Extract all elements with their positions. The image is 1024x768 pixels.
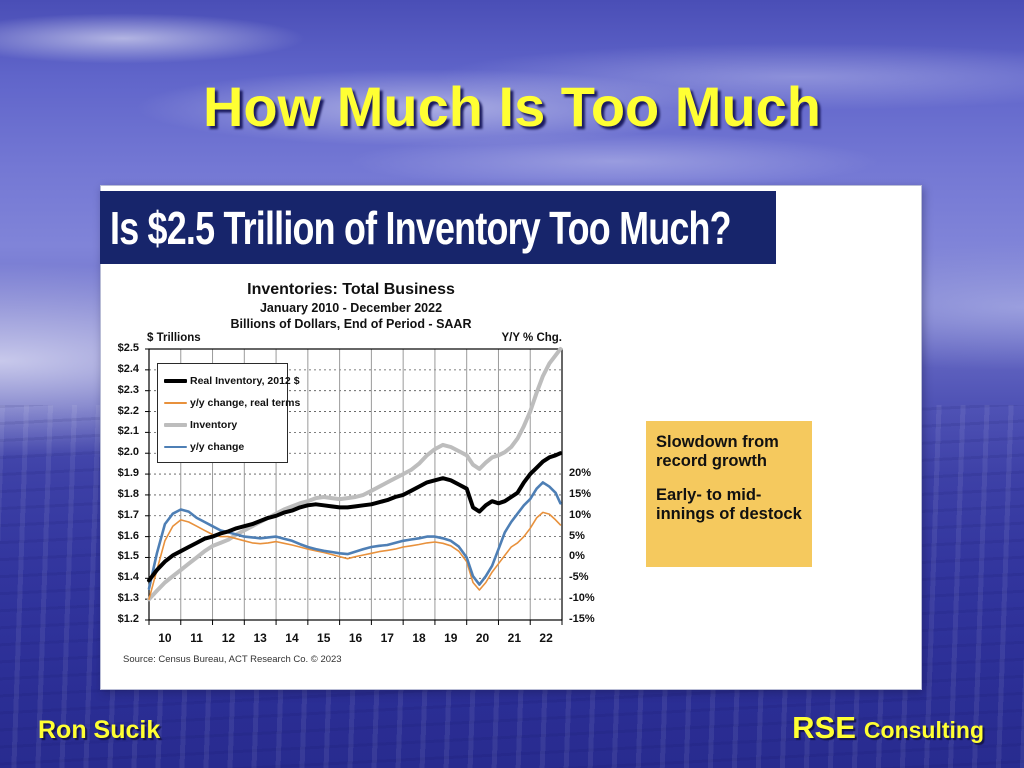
legend-swatch-inventory xyxy=(164,423,187,427)
right-axis-tick-label: 15% xyxy=(569,487,592,500)
left-axis-tick-label: $1.6 xyxy=(117,529,139,542)
x-axis-tick-label: 11 xyxy=(190,631,203,645)
content-panel: Is $2.5 Trillion of Inventory Too Much? … xyxy=(100,185,922,690)
callout-line-1: Slowdown from record growth xyxy=(656,433,779,471)
legend-swatch-real-inventory xyxy=(164,379,187,383)
left-axis-tick-label: $2.4 xyxy=(117,362,139,375)
chart-titles: Inventories: Total Business January 2010… xyxy=(131,281,571,331)
x-axis-tick-label: 20 xyxy=(475,631,490,645)
right-axis-tick-label: -5% xyxy=(569,571,589,584)
right-axis-ticks: 20% 15% 10% 5% 0% -5% -10% -15% xyxy=(567,349,609,625)
chart-subtitle-dates: January 2010 - December 2022 xyxy=(259,301,443,315)
right-axis-tick-label: -15% xyxy=(569,613,595,625)
x-axis-tick-label: 17 xyxy=(380,631,394,645)
legend-label: y/y change xyxy=(190,441,245,453)
series-yy-change-real xyxy=(148,511,562,600)
left-axis-tick-label: $1.2 xyxy=(117,613,139,625)
right-axis-tick-label: 10% xyxy=(569,508,592,521)
callout-box: Slowdown from record growth Early- to mi… xyxy=(646,421,812,567)
legend-swatch-yy-change xyxy=(164,445,187,449)
left-axis-tick-label: $2.0 xyxy=(117,446,139,459)
company-brand: RSE xyxy=(792,710,856,745)
x-axis-tick-label: 14 xyxy=(285,631,299,645)
chart-subtitle-units: Billions of Dollars, End of Period - SAA… xyxy=(230,317,472,331)
legend-item-real-inventory: Real Inventory, 2012 $ xyxy=(164,370,300,392)
company-logo: RSE Consulting xyxy=(792,710,984,746)
x-axis-tick-label: 22 xyxy=(539,631,553,645)
chart-panel-header-text: Is $2.5 Trillion of Inventory Too Much? xyxy=(110,201,732,254)
legend-item-inventory: Inventory xyxy=(164,414,283,436)
x-axis-tick-label: 15 xyxy=(317,631,331,645)
right-axis-tick-label: -10% xyxy=(569,592,595,605)
plot-border xyxy=(148,348,563,621)
legend-item-yy-change: y/y change xyxy=(164,436,283,458)
callout-line-2: Early- to mid-innings of destock xyxy=(656,485,802,524)
legend-label: Inventory xyxy=(190,419,238,431)
x-axis-tick-label: 12 xyxy=(221,631,236,645)
left-axis-tick-label: $2.1 xyxy=(117,425,139,438)
legend-label: y/y change, real terms xyxy=(190,397,301,409)
left-axis-tick-label: $1.7 xyxy=(117,508,139,521)
legend-label: Real Inventory, 2012 $ xyxy=(190,375,300,387)
left-axis-tick-label: $1.5 xyxy=(117,550,139,563)
x-axis-ticks: 10 11 12 13 14 15 16 17 18 19 20 21 22 xyxy=(149,631,562,647)
company-brand-suffix: Consulting xyxy=(863,717,984,743)
x-axis-tick-label: 16 xyxy=(348,631,363,645)
plot-svg xyxy=(145,347,563,625)
left-axis-tick-label: $2.3 xyxy=(117,383,139,396)
left-axis-tick-label: $2.2 xyxy=(117,404,139,417)
left-axis-tick-label: $1.8 xyxy=(117,487,139,500)
x-axis-tick-label: 19 xyxy=(444,631,458,645)
left-axis-tick-label: $1.3 xyxy=(117,592,139,605)
right-axis-tick-label: 20% xyxy=(569,467,592,480)
x-axis-tick-label: 13 xyxy=(253,631,267,645)
right-axis-title: Y/Y % Chg. xyxy=(501,332,563,344)
x-axis-tick-label: 10 xyxy=(158,631,172,645)
legend-swatch-yy-change-real xyxy=(164,402,187,404)
author-name: Ron Sucik xyxy=(38,716,161,744)
plot-area xyxy=(145,347,563,629)
x-axis-tick-label: 18 xyxy=(412,631,426,645)
x-axis-tick-label: 21 xyxy=(507,631,522,645)
right-axis-tick-label: 0% xyxy=(569,550,585,563)
slide-title: How Much Is Too Much xyxy=(202,75,822,138)
series-yy-change xyxy=(147,481,562,590)
series-real-inventory xyxy=(147,451,563,583)
chart-panel-header: Is $2.5 Trillion of Inventory Too Much? xyxy=(100,191,776,264)
series-inventory xyxy=(147,347,563,602)
left-axis-ticks: $2.5 $2.4 $2.3 $2.2 $2.1 $2.0 $1.9 $1.8 $1.7 $1.6… xyxy=(101,342,145,625)
left-axis-tick-label: $1.9 xyxy=(117,467,139,480)
left-axis-title: $ Trillions xyxy=(147,332,201,344)
source-note: Source: Census Bureau, ACT Research Co. … xyxy=(123,654,342,665)
right-axis-tick-label: 5% xyxy=(569,529,585,542)
left-axis-tick-label: $1.4 xyxy=(117,571,139,584)
left-axis-tick-label: $2.5 xyxy=(117,342,139,354)
chart-title: Inventories: Total Business xyxy=(247,281,455,298)
legend-item-yy-change-real: y/y change, real terms xyxy=(164,392,300,414)
legend: Real Inventory, 2012 $ y/y change, real t… xyxy=(157,363,300,463)
